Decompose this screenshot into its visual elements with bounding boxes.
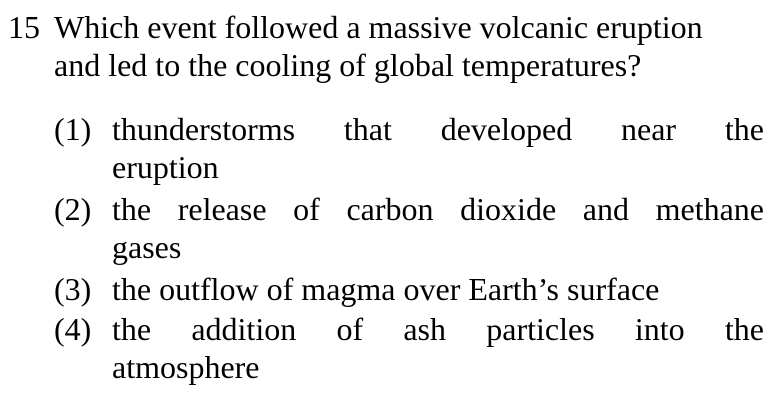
question-number: 15 (8, 9, 40, 45)
question-stem-line: and led to the cooling of global tempera… (54, 47, 642, 83)
option-text-line: the addition of ash particles into the (112, 311, 764, 347)
option-text: the outflow of magma over Earth’s surfac… (112, 270, 764, 308)
option-text-line: atmosphere (112, 349, 260, 385)
option-text: the addition of ash particles into the a… (112, 310, 764, 386)
question-stem: Which event followed a massive volcanic … (54, 8, 754, 84)
option-text: the release of carbon dioxide and methan… (112, 190, 764, 266)
option-text-line: gases (112, 229, 182, 265)
option-number: (1) (54, 111, 92, 147)
option-text-line: thunderstorms that developed near the (112, 111, 764, 147)
option-text-line: the outflow of magma over Earth’s surfac… (112, 271, 660, 307)
question-stem-line: Which event followed a massive volcanic … (54, 9, 703, 45)
option-number: (3) (54, 271, 92, 307)
option-text-line: eruption (112, 149, 219, 185)
option-number: (4) (54, 311, 92, 347)
option-text: thunderstorms that developed near the er… (112, 110, 764, 186)
option-number: (2) (54, 191, 92, 227)
option-text-line: the release of carbon dioxide and methan… (112, 191, 764, 227)
